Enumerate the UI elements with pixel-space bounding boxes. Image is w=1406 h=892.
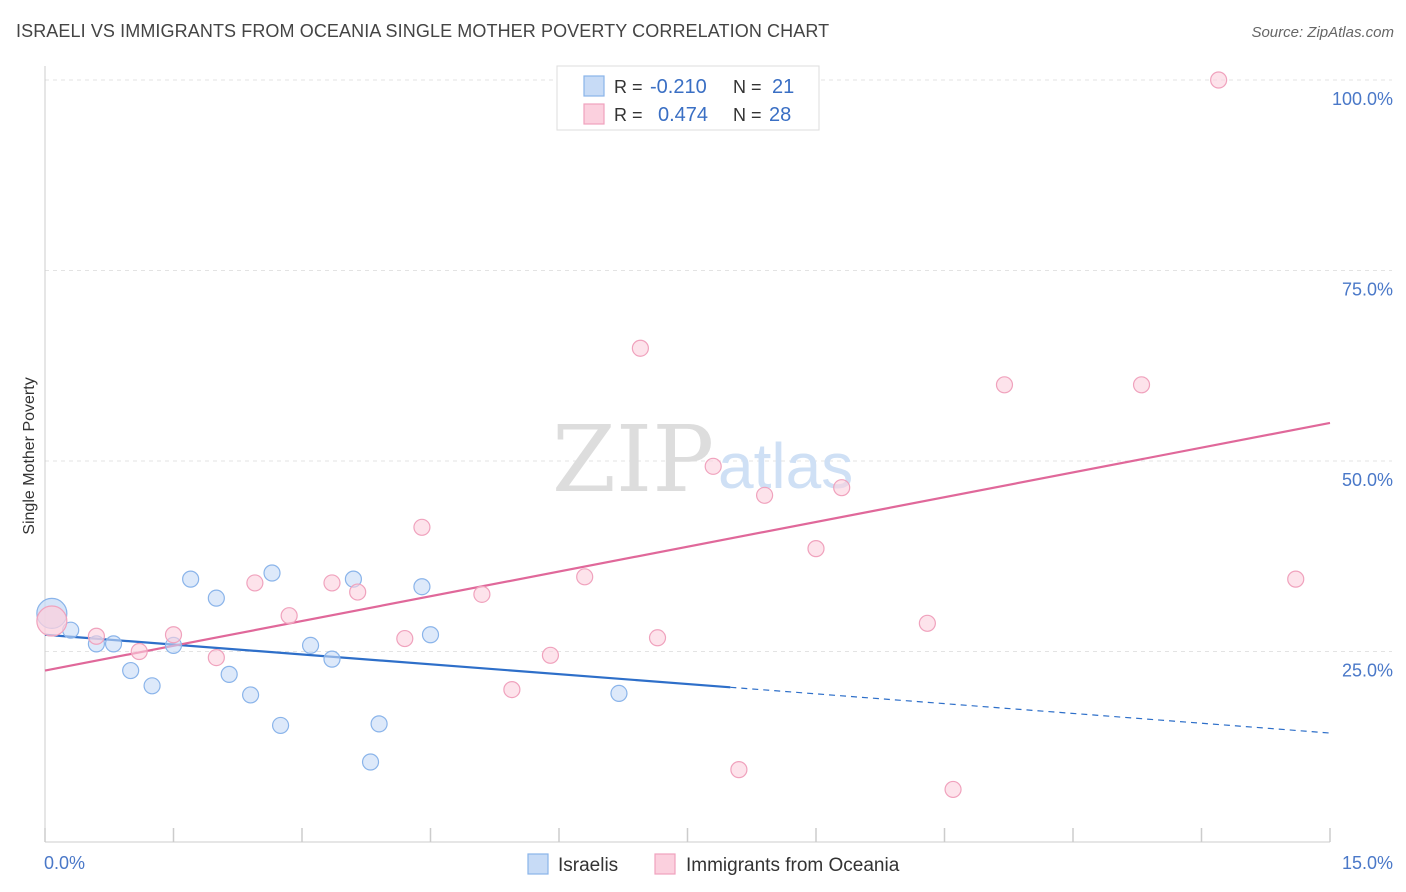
data-point-oceania: [541, 646, 560, 664]
legend-r-label: R =: [614, 77, 643, 97]
y-tick-label: 25.0%: [1342, 661, 1393, 681]
data-point-oceania: [164, 626, 183, 644]
data-point-israelis: [182, 570, 200, 588]
legend-r-value: 0.474: [658, 104, 708, 126]
bottom-legend: Israelis Immigrants from Oceania: [527, 853, 900, 876]
data-point-oceania: [807, 540, 825, 558]
data-point-oceania: [207, 648, 225, 667]
data-points: [36, 71, 1305, 799]
data-point-oceania: [704, 457, 722, 475]
legend: R = -0.210 N = 21 R = 0.474 N = 28: [556, 65, 820, 131]
data-point-oceania: [1210, 71, 1228, 89]
data-point-oceania: [918, 614, 936, 632]
x-ticks: [44, 828, 1331, 842]
data-point-oceania: [576, 568, 594, 586]
watermark-zip: ZIP: [552, 406, 714, 513]
bottom-legend-swatch-oceania: [654, 853, 676, 875]
data-point-oceania: [944, 780, 962, 799]
data-point-oceania: [1132, 376, 1151, 394]
data-point-oceania: [755, 486, 774, 504]
data-point-oceania: [323, 574, 341, 592]
grid-lines: [45, 79, 1392, 652]
data-point-oceania: [246, 574, 264, 592]
data-point-israelis: [104, 635, 123, 653]
data-point-oceania: [87, 627, 106, 645]
data-point-israelis: [122, 661, 140, 680]
data-point-israelis: [323, 650, 341, 668]
data-point-israelis: [370, 715, 388, 733]
bottom-legend-label-oceania: Immigrants from Oceania: [686, 855, 900, 876]
y-axis-label: Single Mother Poverty: [21, 377, 38, 534]
data-point-oceania: [36, 605, 68, 637]
data-point-oceania: [730, 761, 748, 779]
legend-swatch-israelis: [583, 75, 605, 97]
trend-line-extension: [730, 686, 1331, 734]
data-point-israelis: [242, 686, 260, 704]
data-point-oceania: [995, 376, 1014, 394]
trend-line-oceania: [44, 421, 1331, 672]
bottom-legend-label-israelis: Israelis: [558, 855, 618, 876]
data-point-israelis: [610, 684, 628, 703]
y-tick-label: 50.0%: [1342, 470, 1393, 490]
data-point-israelis: [421, 626, 440, 644]
legend-r-label: R =: [614, 105, 643, 125]
data-point-israelis: [361, 753, 380, 771]
bottom-legend-swatch-israelis: [527, 853, 549, 875]
data-point-oceania: [280, 607, 298, 625]
data-point-israelis: [271, 716, 290, 735]
data-point-israelis: [413, 578, 431, 596]
x-tick-label-min: 0.0%: [44, 853, 85, 873]
y-tick-labels: 25.0% 50.0% 75.0% 100.0%: [1332, 89, 1393, 681]
data-point-israelis: [220, 665, 238, 683]
data-point-israelis: [263, 564, 281, 582]
data-point-oceania: [1287, 570, 1305, 588]
legend-r-value: -0.210: [650, 76, 707, 98]
y-tick-label: 75.0%: [1342, 280, 1393, 300]
data-point-oceania: [413, 518, 431, 536]
data-point-israelis: [143, 677, 161, 695]
data-point-israelis: [301, 636, 320, 655]
watermark-atlas: atlas: [718, 430, 853, 502]
data-point-oceania: [833, 479, 851, 497]
legend-n-value: 28: [769, 104, 791, 126]
data-point-oceania: [473, 585, 491, 603]
data-point-oceania: [503, 680, 521, 699]
data-point-oceania: [396, 629, 414, 648]
source-label: Source: ZipAtlas.com: [1251, 24, 1394, 41]
chart-title: ISRAELI VS IMMIGRANTS FROM OCEANIA SINGL…: [16, 21, 830, 41]
x-tick-label-max: 15.0%: [1342, 853, 1393, 873]
legend-n-value: 21: [772, 76, 794, 98]
legend-n-label: N =: [733, 105, 762, 125]
trend-lines: [44, 421, 1331, 734]
data-point-oceania: [631, 339, 649, 357]
data-point-oceania: [648, 629, 667, 647]
legend-swatch-oceania: [583, 103, 605, 125]
trend-line-israelis: [44, 633, 731, 689]
legend-n-label: N =: [733, 77, 762, 97]
data-point-israelis: [207, 589, 225, 607]
y-tick-label: 100.0%: [1332, 89, 1393, 109]
data-point-oceania: [349, 583, 367, 601]
data-point-oceania: [130, 642, 148, 661]
